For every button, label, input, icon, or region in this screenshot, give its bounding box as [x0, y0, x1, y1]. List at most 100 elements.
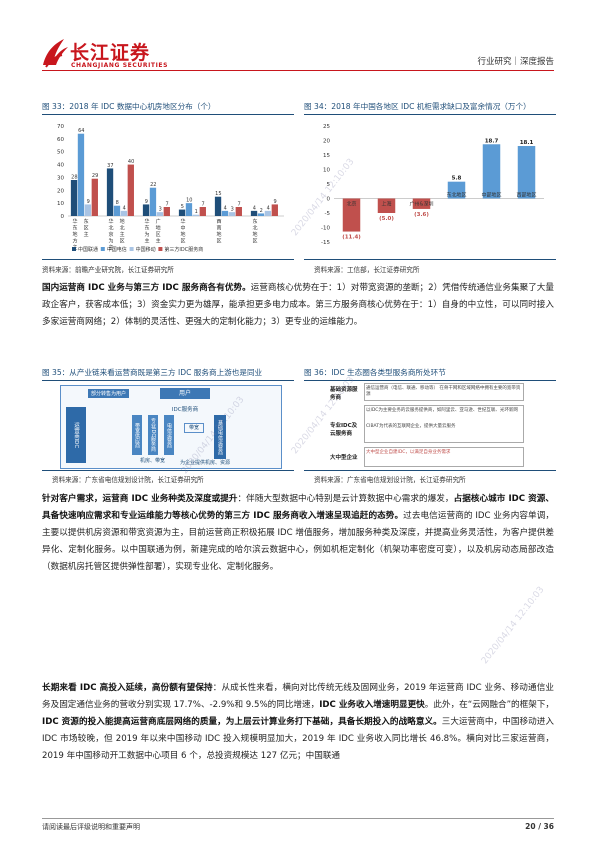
header-divider	[42, 70, 554, 71]
brand-logo-icon	[43, 39, 68, 68]
paragraph-3-bold-b: IDC 业务收入增速明显更快	[319, 700, 425, 710]
bar	[178, 209, 186, 216]
fig33-chart: 0102030405060702864929华东地方主东区主378440华北京为…	[57, 124, 284, 253]
y-tick-label: 40	[57, 163, 64, 169]
fig36-title: 图 36：IDC 生态圈各类型服务商所处环节	[304, 368, 446, 377]
bar	[185, 203, 193, 216]
eco-row3-box: 大中型企业自建IDC，以满足自身业务需求	[364, 447, 524, 467]
x-tick-label: 区	[217, 239, 222, 245]
diagram-bottom1: 机房、带宽	[140, 458, 166, 464]
y-tick-label: 10	[323, 168, 330, 174]
fig33-rule-bottom	[42, 259, 294, 260]
bar	[235, 207, 242, 216]
y-tick-label: 0	[61, 214, 65, 220]
paragraph-2-text-b: 过去电信运营商的 IDC 业务内容单调，主要以提供机房资源和带宽资源为主，目前运…	[42, 511, 554, 572]
fig36-rule	[304, 380, 556, 381]
x-tick-label: 西部地区	[516, 192, 536, 199]
x-tick-label: 华	[181, 218, 186, 225]
bar	[192, 214, 200, 216]
x-tick-label: 北	[253, 225, 258, 232]
x-tick-label: 地	[217, 231, 222, 238]
bar	[250, 210, 258, 216]
bar-value-label: 7	[238, 202, 241, 208]
fig35-title: 图 35：从产业链来看运营商既是第三方 IDC 服务商上游也是同业	[42, 368, 263, 377]
x-tick-label: 西	[217, 219, 222, 225]
x-tick-label: 地	[73, 231, 78, 238]
bar	[271, 204, 278, 216]
paragraph-1-lead: 国内运营商 IDC 业务与第三方 IDC 服务商各有优势。	[42, 283, 251, 293]
y-tick-label: 20	[57, 188, 64, 194]
brand-name-cn: 长江证券	[70, 42, 151, 64]
diagram-col2: 专业IDC服务商	[148, 415, 158, 455]
bar-value-label: 1	[195, 209, 198, 215]
paragraph-1: 国内运营商 IDC 业务与第三方 IDC 服务商各有优势。运营商核心优势在于：1…	[42, 280, 554, 331]
x-tick-label: 区	[120, 239, 125, 245]
fig36-source: 资料来源：广东省电信规划设计院，长江证券研究所	[314, 476, 466, 484]
x-tick-label: 北	[120, 225, 125, 232]
footer-divider	[42, 818, 554, 819]
diagram-left: 运营商IDC	[66, 407, 86, 463]
bar	[84, 204, 92, 216]
fig35-diagram: 部分转售为用户 用户 IDC服务商 运营商IDC 带宽供应商 专业IDC服务商 …	[60, 385, 282, 469]
x-tick-label: 区	[156, 232, 161, 238]
bar	[127, 164, 134, 216]
diagram-idc: IDC服务商	[171, 407, 199, 413]
paragraph-3-bold-c: IDC 资源的投入能提高运营商底层网络的质量，为上层云计算业务打下基础，具备长期…	[42, 717, 442, 727]
fig33-rule	[42, 114, 294, 115]
bar	[163, 207, 170, 216]
x-tick-label: 主	[145, 238, 150, 245]
x-tick-label: 东北地区	[446, 192, 466, 199]
x-tick-label: 地	[120, 218, 125, 225]
bar-value-label: 28	[71, 175, 77, 181]
diagram-col3: 电信运营商	[164, 415, 174, 455]
bar-value-label: 18.7	[485, 138, 499, 144]
eco-row1-box: 通信运营商（电信、联通、移动等） 在骨干网和区域网络中拥有主要的宽带资源	[364, 383, 524, 401]
bar-value-label: 37	[107, 163, 113, 169]
x-tick-label: 东	[145, 225, 150, 232]
y-tick-label: 5	[327, 182, 331, 188]
fig36-diagram: 基础资源服务商 通信运营商（电信、联通、移动等） 在骨干网和区域网络中拥有主要的…	[330, 383, 530, 469]
paragraph-3: 长期来看 IDC 高投入延续，高份额有望保持：从成长性来看，横向对比传统无线及固…	[42, 680, 554, 765]
fig35-source: 资料来源：广东省电信规划设计院，长江证券研究所	[52, 476, 204, 484]
bar-value-label: 7	[202, 202, 205, 208]
bar-value-label: 22	[150, 182, 156, 188]
x-tick-label: 广州&深圳	[410, 201, 434, 208]
fig33-source: 资料来源：前瞻产业研究院，长江证券研究所	[42, 266, 174, 274]
legend-swatch	[72, 247, 76, 251]
x-tick-label: 中部地区	[481, 192, 501, 199]
bar	[113, 205, 121, 216]
bar	[482, 144, 501, 199]
bar-value-label: 64	[78, 128, 84, 134]
bar-value-label: 4	[224, 205, 227, 211]
diagram-top-left: 部分转售为用户	[88, 389, 130, 398]
paragraph-2: 针对客户需求，运营商 IDC 业务种类及深度或提升：伴随大型数据中心特别是云计算…	[42, 491, 554, 576]
report-type: 行业研究｜深度报告	[477, 57, 554, 67]
x-tick-label: 主	[156, 238, 161, 245]
x-tick-label: 广	[156, 218, 161, 225]
bar-value-label: 4	[267, 205, 270, 211]
y-tick-label: 0	[327, 197, 331, 203]
legend-entry: 中国电信	[107, 246, 127, 253]
bar	[156, 212, 164, 216]
x-tick-label: 上海	[381, 201, 391, 208]
footer-disclaimer[interactable]: 请阅读最后评级说明和重要声明	[42, 823, 140, 831]
diagram-mid: 带宽	[184, 423, 204, 433]
y-tick-label: 20	[323, 139, 330, 145]
x-tick-label: 京	[109, 231, 114, 238]
bar-value-label: 4	[123, 205, 126, 211]
bar-value-label: (5.0)	[379, 216, 394, 222]
x-tick-label: 中	[181, 225, 186, 232]
x-tick-label: 东	[253, 218, 258, 225]
x-tick-label: 地	[156, 225, 161, 232]
paragraph-3-lead: 长期来看 IDC 高投入延续，高份额有望保持	[42, 683, 213, 693]
diagram-col1: 带宽供应商	[132, 415, 142, 455]
paragraph-3-text-b: 。此外，在“云网融合”的框架下，	[424, 700, 555, 710]
eco-row2-desc: 以IDC为主要业务的云服务提供商，如阿里云、亚马逊、世纪互联、光环新网	[366, 408, 518, 413]
bar-value-label: 9	[145, 199, 148, 205]
fig34-chart: 25 20 15 10 5 0 -5 -10 -15 (11.4) 北京 (5.0) 上海 (3.6) 广州…	[321, 124, 544, 246]
x-tick-label: 南	[217, 225, 222, 232]
legend-entry: 第三方IDC服务商	[164, 246, 203, 253]
paragraph-1-body: 运营商核心优势在于：1）对带宽资源的垄断；2）凭借传统通信业务集聚了大量政企客户…	[42, 283, 555, 327]
paragraph-2-bold-b: 占据核心城市 IDC 资源、具备快速响应需求和专业运维能力等核心优势的第三方 I…	[42, 494, 554, 521]
bar	[199, 207, 206, 216]
